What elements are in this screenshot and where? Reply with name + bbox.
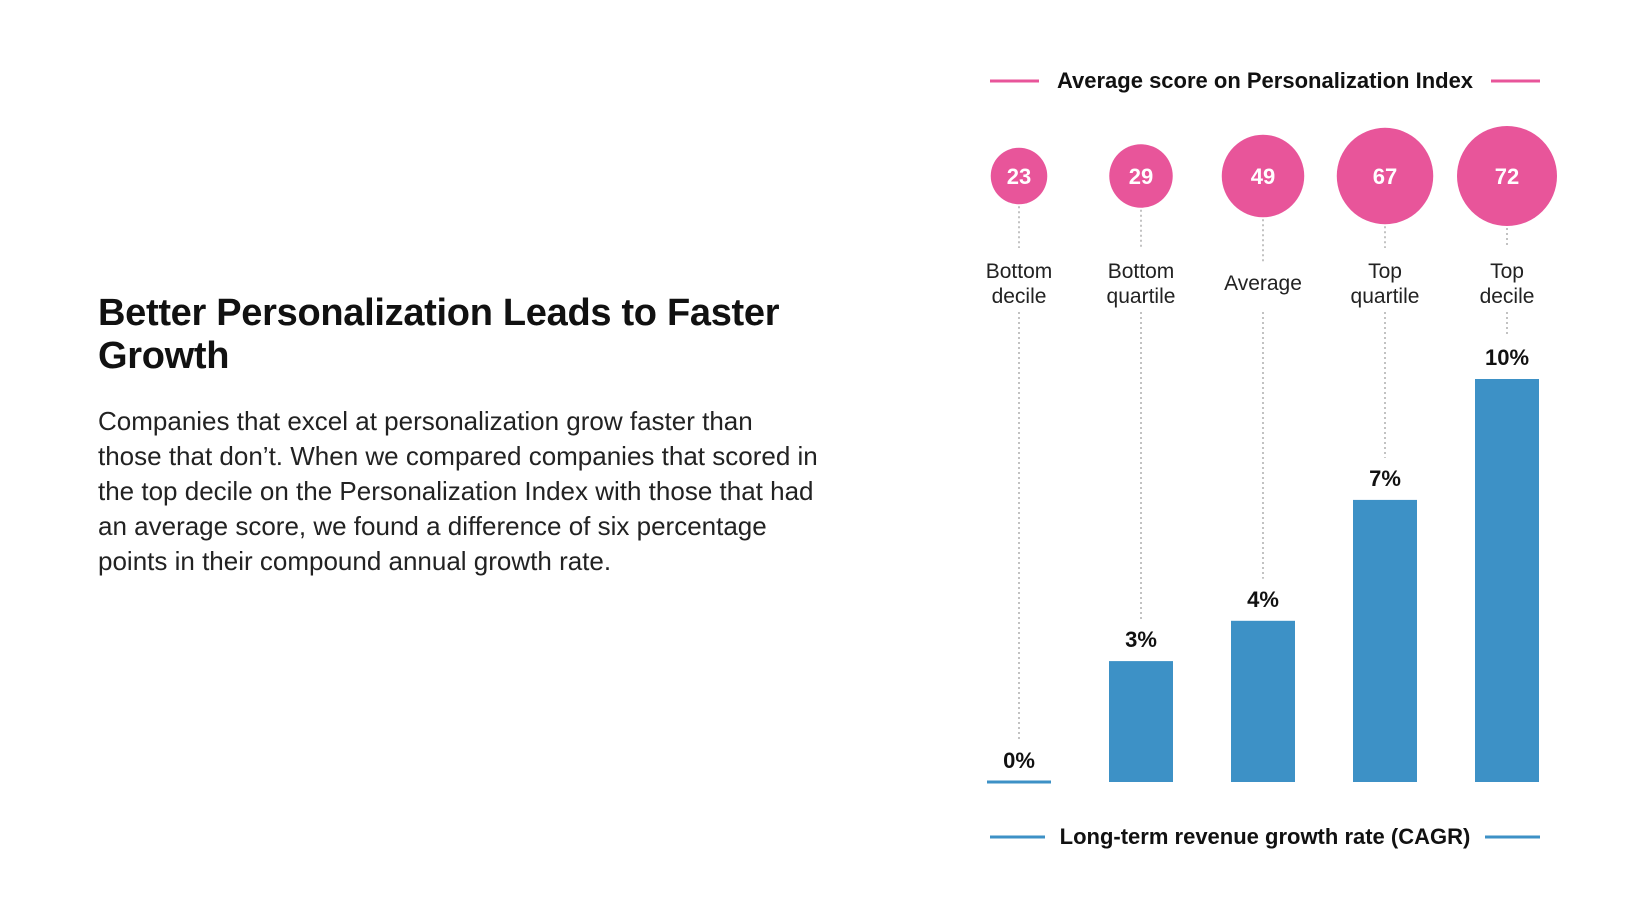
bar [1231,620,1295,782]
article-text-block: Better Personalization Leads to Faster G… [98,292,818,579]
value-label: 0% [1003,748,1035,773]
value-label: 7% [1369,466,1401,491]
score-label: 67 [1373,164,1397,189]
bottom-legend-label: Long-term revenue growth rate (CAGR) [1060,824,1471,849]
score-circle [990,147,1048,205]
category-label: quartile [1351,285,1420,308]
value-label: 4% [1247,587,1279,612]
score-circle [1457,126,1557,226]
category-label: decile [992,285,1047,308]
score-label: 72 [1495,164,1519,189]
category-label: Bottom [986,260,1053,283]
category-label: Average [1224,272,1302,295]
score-circle [1221,134,1305,218]
value-label: 10% [1485,345,1529,370]
category-label: Bottom [1108,260,1175,283]
category-label: decile [1480,285,1535,308]
score-label: 29 [1129,164,1153,189]
score-label: 23 [1007,164,1031,189]
score-circle [1109,144,1173,208]
value-label: 3% [1125,627,1157,652]
bar [1353,499,1417,782]
headline: Better Personalization Leads to Faster G… [98,292,780,377]
category-label: Top [1368,260,1402,283]
category-label: Top [1490,260,1524,283]
bar [1109,661,1173,782]
category-label: quartile [1107,285,1176,308]
score-label: 49 [1251,164,1275,189]
score-circle [1336,127,1434,225]
top-legend-label: Average score on Personalization Index [1057,68,1474,93]
body-paragraph: Companies that excel at personalization … [98,406,818,576]
bar [1475,379,1539,782]
